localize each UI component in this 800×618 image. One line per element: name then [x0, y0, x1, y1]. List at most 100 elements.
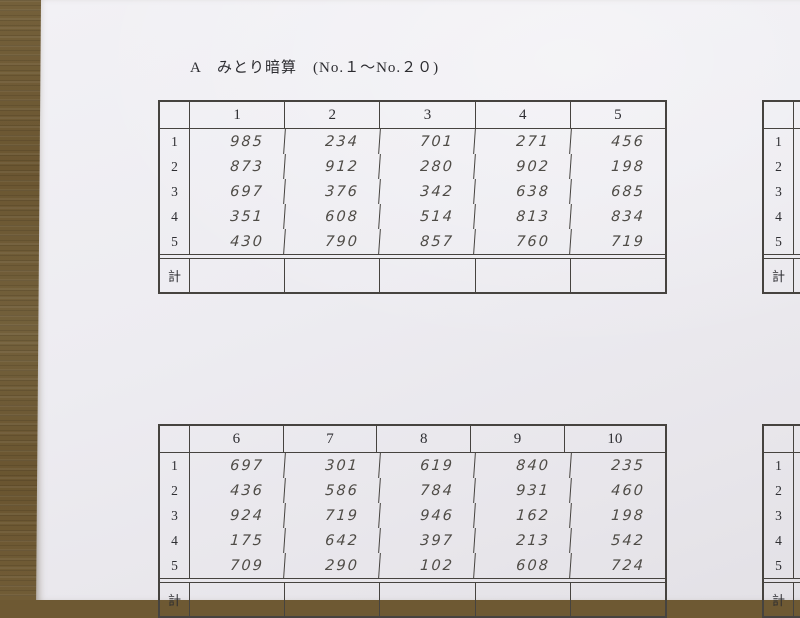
value-cell: 351 [189, 204, 287, 229]
corner-cell [764, 426, 794, 452]
total-value-cell [476, 259, 571, 292]
value-cell: 376 [284, 179, 382, 204]
total-value-cell [285, 259, 381, 292]
table-row: 2 436 586 784 931 460 [160, 478, 665, 503]
table-row: 2 873 912 280 902 198 [160, 154, 665, 179]
table-row: 3 924 719 946 162 198 [160, 503, 665, 528]
row-label: 2 [764, 154, 794, 179]
table-row: 1 697 301 619 840 235 [160, 453, 665, 478]
table-row: 2 [764, 154, 800, 179]
table-row: 4 [764, 204, 800, 229]
value-cell: 460 [610, 482, 646, 499]
value-cell: 946 [379, 503, 477, 528]
value-cell: 436 [189, 478, 287, 503]
row-label: 1 [764, 129, 794, 154]
value-cell: 912 [284, 154, 382, 179]
table-row: 2 [764, 478, 800, 503]
value-cell: 586 [284, 478, 382, 503]
value-cell: 873 [189, 154, 287, 179]
value-cell: 430 [189, 229, 287, 254]
total-label: 計 [160, 259, 190, 292]
corner-cell [764, 102, 794, 128]
row-label: 3 [764, 503, 794, 528]
row-label: 5 [764, 553, 794, 578]
value-cell: 619 [379, 453, 477, 478]
value-cell: 456 [610, 133, 646, 150]
table-data-section: 1 985 234 701 271 456 2 873 912 280 902 198 3 697 376 3… [160, 129, 665, 255]
value-cell [793, 154, 800, 179]
value-cell: 709 [189, 553, 287, 578]
row-label: 3 [160, 179, 190, 204]
row-label: 3 [160, 503, 190, 528]
column-header: 5 [614, 106, 622, 123]
column-header: 9 [471, 426, 565, 452]
column-header: 1 [190, 102, 286, 128]
value-cell: 931 [474, 478, 572, 503]
value-cell: 235 [610, 457, 646, 474]
row-label: 1 [160, 453, 190, 478]
table-no6-10: 6 7 8 9 10 1 697 301 619 840 235 2 436 586 784 931 460 3 9… [158, 424, 667, 618]
table-total-row: 計 [764, 582, 800, 616]
value-cell: 608 [284, 204, 382, 229]
value-cell: 685 [610, 183, 646, 200]
value-cell [793, 503, 800, 528]
table-no1-5: 1 2 3 4 5 1 985 234 701 271 456 2 873 912 280 902 198 3 69… [158, 100, 667, 294]
value-cell: 271 [474, 129, 572, 154]
value-cell: 719 [284, 503, 382, 528]
value-cell [793, 553, 800, 578]
column-header: 8 [377, 426, 472, 452]
table-row: 5 [764, 553, 800, 578]
value-cell: 760 [474, 229, 572, 254]
table-row: 4 [764, 528, 800, 553]
total-value-cell [571, 259, 665, 292]
value-cell [793, 204, 800, 229]
value-cell: 638 [474, 179, 572, 204]
value-cell: 514 [379, 204, 477, 229]
value-cell [793, 453, 800, 478]
table-row: 3 [764, 179, 800, 204]
value-cell: 719 [610, 233, 646, 250]
value-cell: 784 [379, 478, 477, 503]
table-row: 5 709 290 102 608 724 [160, 553, 665, 578]
row-label: 2 [764, 478, 794, 503]
table-header-row: 6 7 8 9 10 [160, 426, 665, 453]
value-cell: 608 [474, 553, 572, 578]
value-cell: 198 [610, 507, 646, 524]
value-cell: 701 [379, 129, 477, 154]
row-label: 2 [160, 478, 190, 503]
value-cell: 342 [379, 179, 477, 204]
table-row: 1 [764, 129, 800, 154]
table-row: 5 430 790 857 760 719 [160, 229, 665, 254]
wooden-desk-surface [0, 0, 41, 600]
table-row: 4 351 608 514 813 834 [160, 204, 665, 229]
value-cell [793, 129, 800, 154]
table-row: 1 985 234 701 271 456 [160, 129, 665, 154]
value-cell: 301 [284, 453, 382, 478]
table-row: 3 697 376 342 638 685 [160, 179, 665, 204]
row-label: 3 [764, 179, 794, 204]
value-cell: 857 [379, 229, 477, 254]
column-header: 10 [607, 430, 623, 447]
value-cell: 234 [284, 129, 382, 154]
value-cell [793, 528, 800, 553]
value-cell [793, 478, 800, 503]
value-cell: 198 [610, 158, 646, 175]
total-value-cell [380, 259, 476, 292]
value-cell: 697 [189, 179, 287, 204]
table-row: 4 175 642 397 213 542 [160, 528, 665, 553]
row-label: 5 [160, 229, 190, 254]
value-cell: 813 [474, 204, 572, 229]
value-cell: 985 [189, 129, 287, 154]
total-value-cell [794, 259, 800, 292]
value-cell: 924 [189, 503, 287, 528]
table-row: 1 [764, 453, 800, 478]
value-cell: 162 [474, 503, 572, 528]
value-cell: 724 [610, 557, 646, 574]
value-cell: 642 [284, 528, 382, 553]
value-cell: 902 [474, 154, 572, 179]
row-label: 1 [160, 129, 190, 154]
value-cell: 834 [610, 208, 646, 225]
